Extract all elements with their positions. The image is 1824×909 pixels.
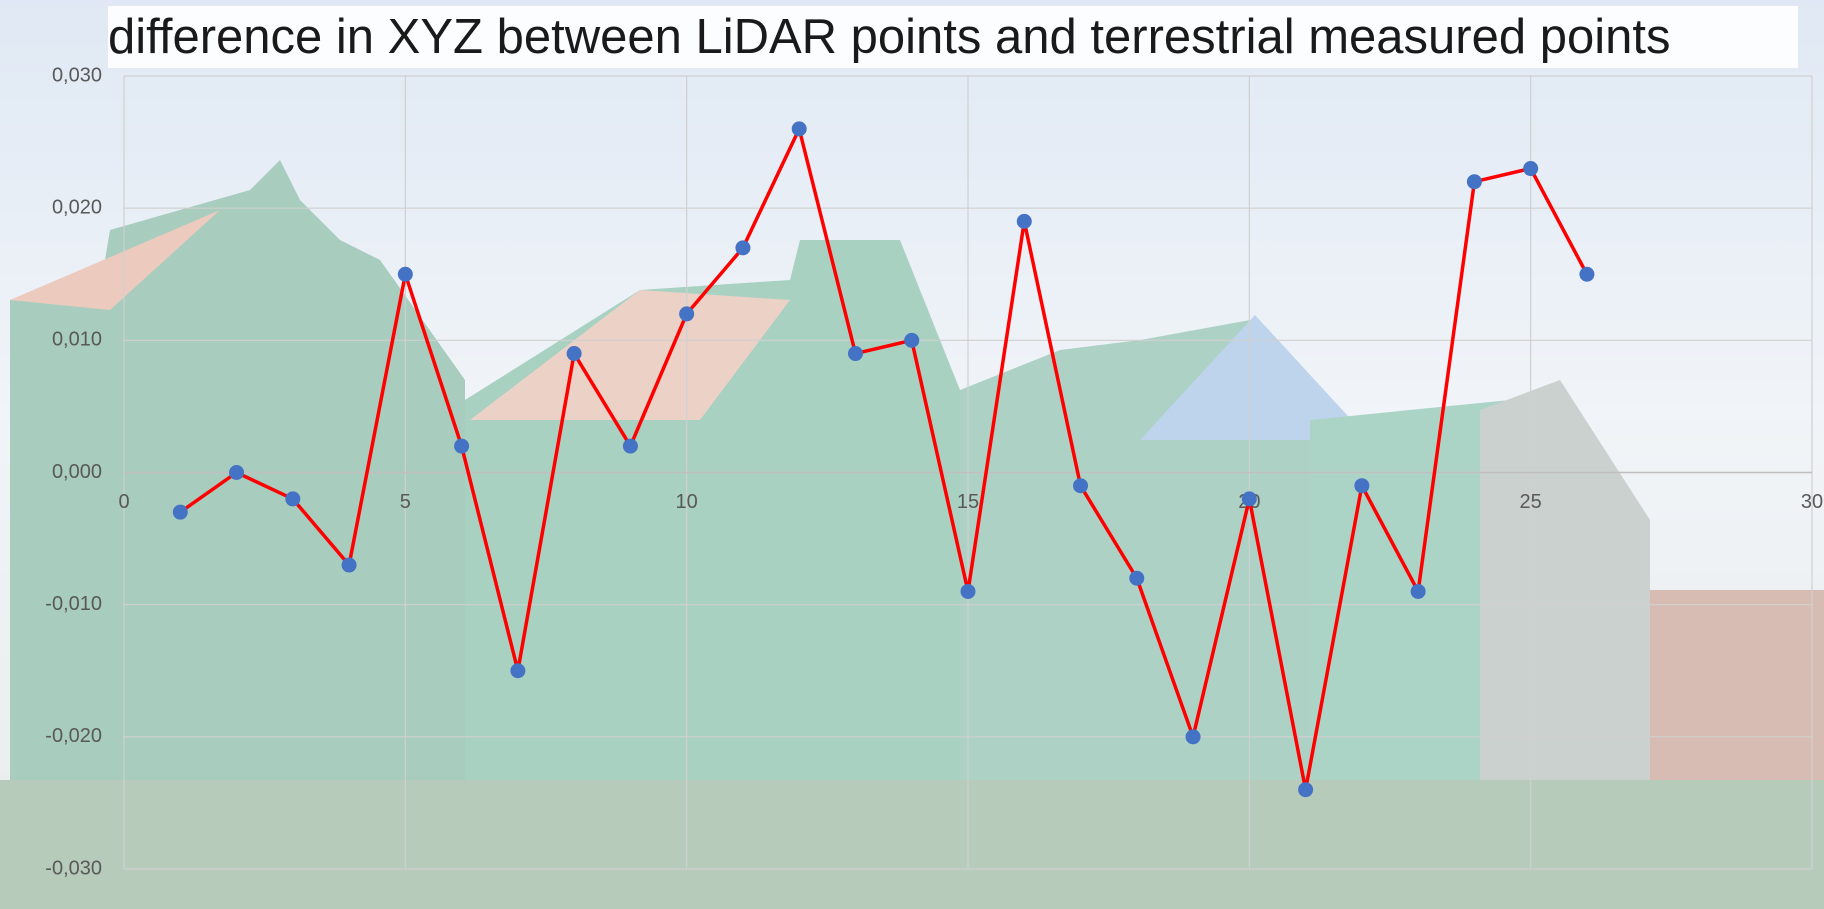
data-point (735, 240, 751, 256)
data-point (341, 557, 357, 573)
y-tick-label: 0,000 (52, 461, 102, 483)
x-tick-label: 0 (118, 491, 129, 513)
x-tick-label: 15 (957, 491, 979, 513)
x-tick-label: 30 (1801, 491, 1823, 513)
data-point (679, 306, 695, 322)
x-tick-label: 25 (1520, 491, 1542, 513)
data-point (622, 438, 638, 454)
data-point (1410, 583, 1426, 599)
data-point (1241, 491, 1257, 507)
y-tick-label: -0,010 (45, 593, 102, 615)
data-point (1579, 266, 1595, 282)
y-tick-label: 0,020 (52, 196, 102, 218)
data-point (1523, 161, 1539, 177)
data-point (172, 504, 188, 520)
data-point (1185, 729, 1201, 745)
data-line (179, 127, 1589, 792)
title-box (108, 6, 1798, 68)
data-point (285, 491, 301, 507)
data-point (904, 332, 920, 348)
data-point (847, 346, 863, 362)
chart-title: difference in XYZ between LiDAR points a… (108, 10, 1670, 64)
data-point (1354, 478, 1370, 494)
y-tick-label: 0,030 (52, 64, 102, 86)
x-tick-label: 5 (400, 491, 411, 513)
data-point (229, 465, 245, 480)
data-point (397, 266, 413, 282)
data-point (1073, 478, 1089, 494)
data-point (510, 663, 526, 679)
data-point (1298, 782, 1314, 798)
data-point (566, 346, 582, 362)
y-tick-label: -0,030 (45, 857, 102, 879)
data-point (791, 121, 807, 137)
data-point (1129, 570, 1145, 586)
y-tick-label: 0,010 (52, 329, 102, 351)
data-point (1466, 174, 1482, 190)
data-point (454, 438, 470, 454)
data-point (1016, 213, 1032, 229)
x-tick-label: 10 (676, 491, 698, 513)
y-tick-label: -0,020 (45, 725, 102, 747)
data-point (960, 583, 976, 599)
